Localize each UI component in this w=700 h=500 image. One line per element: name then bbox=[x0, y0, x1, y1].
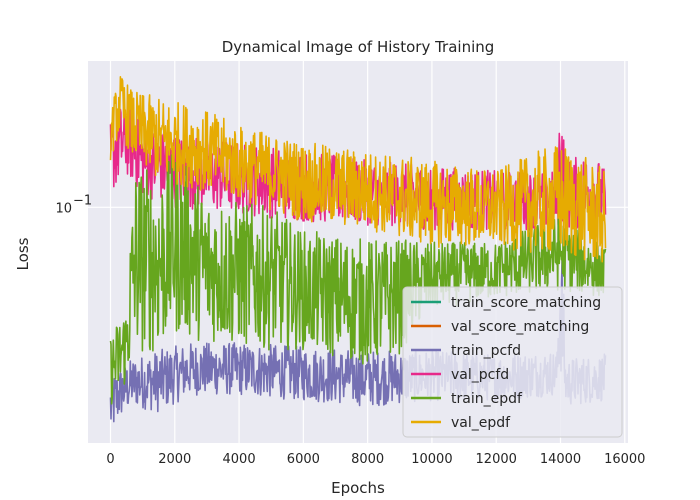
x-tick-label: 6000 bbox=[287, 452, 320, 467]
x-tick-label: 4000 bbox=[223, 452, 256, 467]
x-tick-label: 12000 bbox=[476, 452, 517, 467]
legend-label: train_epdf bbox=[451, 391, 523, 407]
x-axis-label: Epochs bbox=[331, 479, 385, 497]
legend: train_score_matching val_score_matchingtr… bbox=[402, 286, 623, 438]
x-tick-label: 8000 bbox=[351, 452, 384, 467]
x-tick-label: 0 bbox=[106, 452, 114, 467]
x-tick-label: 16000 bbox=[604, 452, 645, 467]
legend-label: train_pcfd bbox=[451, 343, 521, 359]
legend-label: val_score_matching bbox=[451, 319, 589, 335]
x-tick-label: 14000 bbox=[540, 452, 581, 467]
y-tick-label: 10 bbox=[55, 201, 72, 216]
x-tick-label: 2000 bbox=[158, 452, 191, 467]
legend-label: val_epdf bbox=[451, 415, 511, 431]
chart-title: Dynamical Image of History Training bbox=[222, 38, 495, 56]
legend-label: val_pcfd bbox=[451, 367, 509, 383]
y-axis-ticks: 10−1 bbox=[55, 193, 92, 216]
series-line-train-epdf bbox=[109, 154, 607, 405]
legend-label: train_score_matching bbox=[451, 295, 601, 311]
series-line-val-epdf bbox=[109, 76, 607, 263]
y-tick-exponent: −1 bbox=[73, 193, 92, 208]
legend-box bbox=[402, 286, 623, 438]
x-axis-ticks: 0 2000 4000 6000 8000 10000 12000 14000 16000 bbox=[106, 452, 645, 467]
y-axis-label: Loss bbox=[14, 237, 32, 270]
x-tick-label: 10000 bbox=[411, 452, 452, 467]
